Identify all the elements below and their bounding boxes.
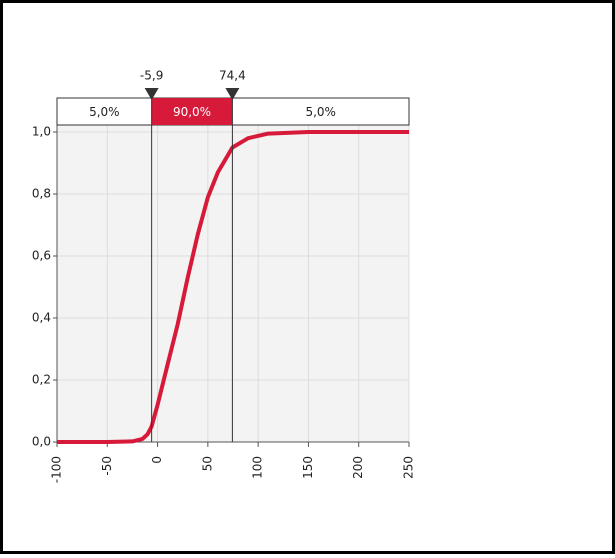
- x-tick-label: 0: [150, 456, 164, 464]
- band-segment: [56, 97, 410, 126]
- delimiter-handle: [144, 88, 159, 100]
- delimiter-handle: [225, 88, 240, 100]
- band-label: 5,0%: [305, 105, 336, 119]
- x-tick-label: -50: [100, 456, 114, 476]
- y-tick-label: 0,8: [32, 187, 51, 201]
- x-tick-label: 150: [301, 456, 315, 479]
- plot-area: [57, 125, 409, 442]
- x-tick-label: 100: [251, 456, 265, 479]
- x-tick-label: 250: [402, 456, 416, 479]
- band-highlight: [151, 98, 233, 125]
- y-tick-label: 1,0: [32, 125, 51, 139]
- delimiter-label: 74,4: [219, 69, 246, 83]
- cdf-line: [57, 130, 409, 444]
- x-tick-label: 200: [351, 456, 365, 479]
- band-label: 5,0%: [89, 105, 120, 119]
- delimiter-label: -5,9: [140, 69, 163, 83]
- x-tick-label: 50: [200, 456, 214, 471]
- y-tick-label: 0,6: [32, 249, 51, 263]
- y-tick-label: 0,4: [32, 311, 51, 325]
- y-tick-label: 0,0: [32, 435, 51, 449]
- x-tick-label: -100: [50, 456, 64, 483]
- band-label: 90,0%: [173, 105, 211, 119]
- y-tick-label: 0,2: [32, 373, 51, 387]
